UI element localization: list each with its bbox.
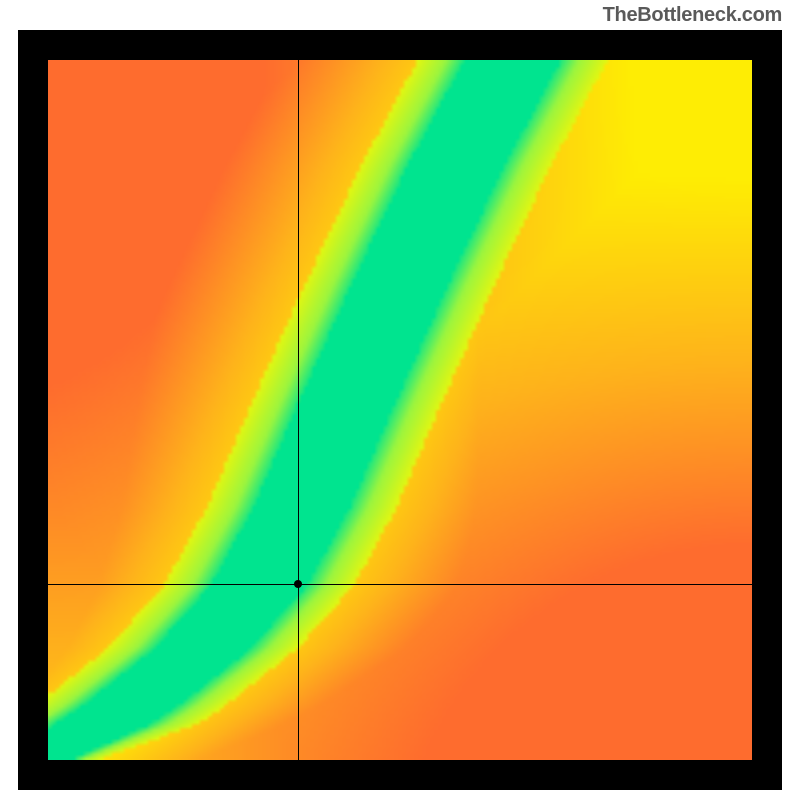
root: { "attribution": "TheBottleneck.com", "p… xyxy=(0,0,800,800)
heatmap xyxy=(48,60,752,760)
crosshair-horizontal xyxy=(48,584,752,585)
crosshair-vertical xyxy=(298,60,299,760)
attribution-text: TheBottleneck.com xyxy=(603,4,782,27)
marker-dot xyxy=(294,580,302,588)
